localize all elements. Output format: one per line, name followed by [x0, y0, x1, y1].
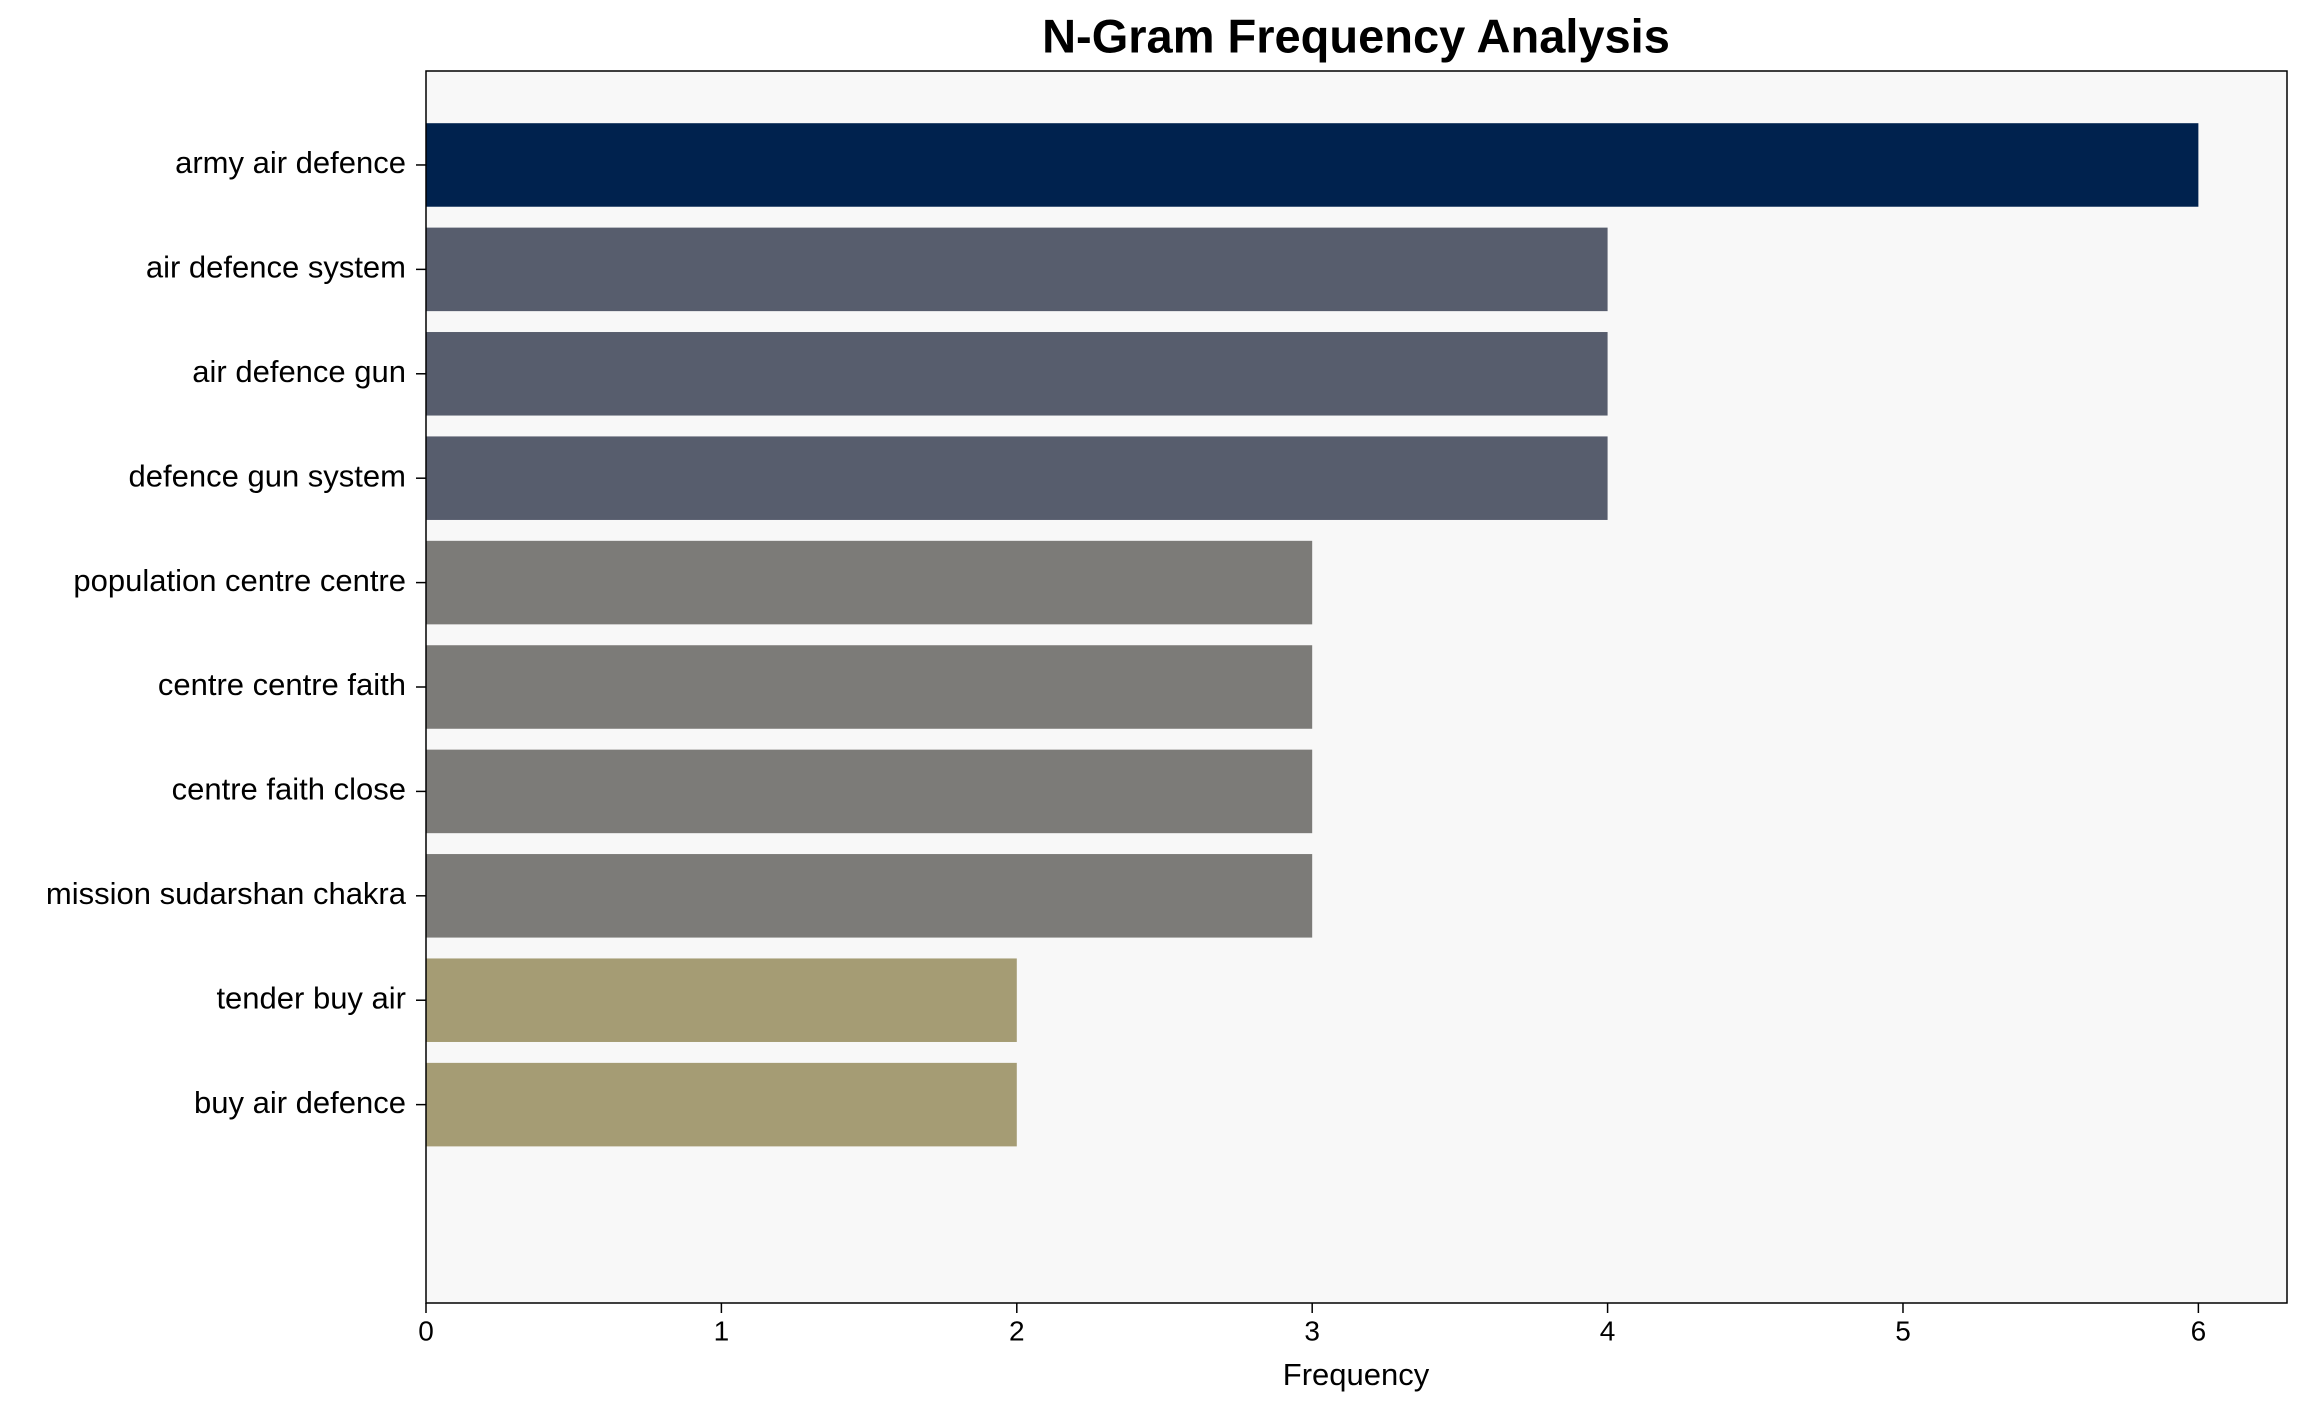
x-axis-label: Frequency — [1283, 1357, 1430, 1392]
y-tick-label: army air defence — [175, 145, 406, 180]
bar — [426, 958, 1017, 1042]
bar — [426, 1062, 1017, 1147]
bar — [426, 749, 1313, 834]
bar — [426, 227, 1608, 312]
x-tick-label: 1 — [714, 1315, 730, 1346]
y-tick-label: centre faith close — [172, 772, 406, 807]
y-tick-label: buy air defence — [194, 1085, 406, 1120]
y-tick-label: air defence system — [146, 250, 406, 285]
x-tick-label: 6 — [2191, 1315, 2207, 1346]
y-tick-label: air defence gun — [192, 354, 406, 389]
bar — [426, 645, 1313, 729]
bar — [426, 854, 1313, 938]
y-tick-label: population centre centre — [73, 563, 406, 598]
chart-title: N-Gram Frequency Analysis — [1042, 9, 1670, 62]
x-tick-label: 2 — [1009, 1315, 1025, 1346]
x-tick-label: 5 — [1895, 1315, 1911, 1346]
y-tick-label: centre centre faith — [158, 667, 406, 702]
x-tick-label: 0 — [418, 1315, 434, 1346]
x-tick-label: 4 — [1600, 1315, 1616, 1346]
y-tick-label: mission sudarshan chakra — [46, 876, 407, 911]
x-tick-label: 3 — [1304, 1315, 1320, 1346]
plot-frame — [425, 70, 2288, 1304]
bar — [426, 436, 1608, 520]
y-tick-label: tender buy air — [216, 980, 406, 1015]
bar — [426, 540, 1313, 625]
bar — [426, 123, 2199, 207]
bar — [426, 332, 1608, 416]
y-tick-label: defence gun system — [129, 458, 406, 493]
